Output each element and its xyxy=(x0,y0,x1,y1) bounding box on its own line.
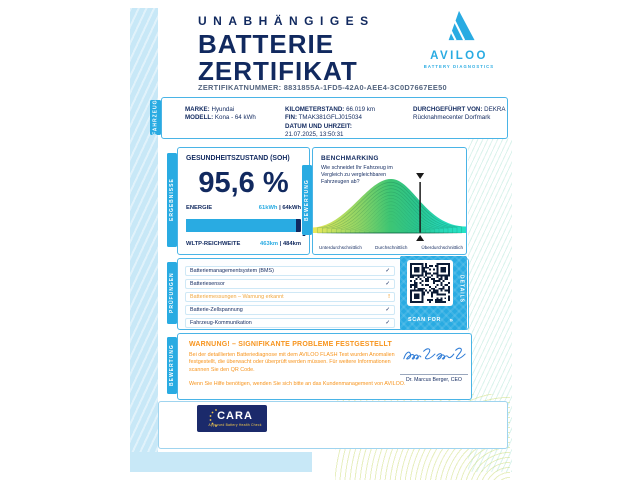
certificate-number-line: ZERTIFIKATNUMMER: 8831855A-1FD5-42A0-AEE… xyxy=(198,83,447,92)
durchgefuehrt-value: DEKRA xyxy=(484,106,506,113)
cara-subtitle: Approved Battery Health Check xyxy=(208,422,262,427)
document-title-line1: BATTERIE xyxy=(198,29,335,59)
wltp-total: 484km xyxy=(282,241,301,247)
certificate-number-label: ZERTIFIKATNUMMER: xyxy=(198,83,282,92)
certificate-number-value: 8831855A-1FD5-42A0-AEE4-3C0D7667EE50 xyxy=(283,83,447,92)
check-icon: ✓ xyxy=(385,268,390,274)
footer-box: CARA Approved Battery Health Check xyxy=(158,401,508,449)
cara-name: CARA xyxy=(217,409,253,422)
km-value: 66.019 km xyxy=(346,106,375,113)
energy-row: ENERGIE 61kWh | 64kWh xyxy=(186,205,301,211)
qr-details-label: DETAILS xyxy=(458,274,465,304)
tab-bewertung-benchmark: BEWERTUNG xyxy=(302,165,312,235)
fin-value: TMAK381GFLJ015034 xyxy=(298,114,362,122)
aviloo-tagline: BATTERY DIAGNOSTICS xyxy=(423,64,495,69)
check-row-communication: Fahrzeug-Kommunikation ✓ xyxy=(185,318,395,328)
datum-label: DATUM UND UHRZEIT: xyxy=(285,122,352,130)
warning-title: WARNUNG! – SIGNIFIKANTE PROBLEME FESTGES… xyxy=(189,341,392,348)
vehicle-col-tester: DURCHGEFÜHRT VON: DEKRA Rücknahmecenter … xyxy=(413,98,507,138)
check-row-measurements-warning: Batteriemessungen – Warnung erkannt ! xyxy=(185,292,395,302)
warning-body: Bei der detaillierten Batteriediagnose m… xyxy=(189,352,395,373)
energy-current: 61kWh xyxy=(258,205,278,211)
cara-logo: CARA Approved Battery Health Check xyxy=(197,405,267,432)
modell-value: Kona - 64 kWh xyxy=(214,114,256,122)
tab-pruefungen: PRÜFUNGEN xyxy=(167,262,177,324)
check-label: Fahrzeug-Kommunikation xyxy=(190,320,252,326)
check-label: Batterie-Zellspannung xyxy=(190,307,243,313)
check-icon: ✓ xyxy=(385,281,390,287)
warning-help-line: Wenn Sie Hilfe benötigen, wenden Sie sic… xyxy=(189,381,406,387)
signature-name: Dr. Marcus Berger, CEO xyxy=(406,377,462,383)
check-label: Batteriemessungen – Warnung erkannt xyxy=(190,294,284,300)
warning-box: WARNUNG! – SIGNIFIKANTE PROBLEME FESTGES… xyxy=(177,333,472,400)
datum-value: 21.07.2025, 13:50:31 xyxy=(285,131,344,139)
qr-code xyxy=(407,260,453,306)
benchmark-marker xyxy=(416,173,425,241)
soh-title: GESUNDHEITSZUSTAND (SOH) xyxy=(186,155,290,162)
document-title-line2: ZERTIFIKAT xyxy=(198,56,358,86)
signature-icon xyxy=(401,347,467,372)
tab-ergebnisse: ERGEBNISSE xyxy=(167,153,177,247)
aviloo-wordmark: AVILOO xyxy=(430,50,488,62)
energy-label: ENERGIE xyxy=(186,205,213,211)
axis-label-below-average: Unterdurchschnittlich xyxy=(319,245,362,250)
aviloo-logo-icon xyxy=(440,10,478,47)
cara-stars-icon xyxy=(207,407,221,435)
soh-box: GESUNDHEITSZUSTAND (SOH) 95,6 % ENERGIE … xyxy=(177,147,310,255)
fin-label: FIN: xyxy=(285,114,298,122)
wltp-values: 463km | 484km xyxy=(260,241,301,247)
check-row-bms: Batteriemanagementsystem (BMS) ✓ xyxy=(185,266,395,276)
check-label: Batteriemanagementsystem (BMS) xyxy=(190,268,274,274)
benchmark-question: Wie schneidet Ihr Fahrzeug im Vergleich … xyxy=(321,165,393,185)
header-kicker: UNABHÄNGIGES xyxy=(198,14,375,28)
energy-values: 61kWh | 64kWh xyxy=(258,205,301,211)
signature-rule xyxy=(400,374,468,375)
durchgefuehrt-label: DURCHGEFÜHRT VON: xyxy=(413,106,483,113)
wltp-label: WLTP-REICHWEITE xyxy=(186,241,241,247)
check-label: Batteriesensor xyxy=(190,281,225,287)
soh-value: 95,6 % xyxy=(198,167,289,199)
check-icon: ✓ xyxy=(385,307,390,313)
modell-label: MODELL: xyxy=(185,114,214,122)
left-accent-strip xyxy=(130,8,158,472)
energy-bar-fill xyxy=(186,219,296,232)
wltp-current: 463km xyxy=(260,241,279,247)
benchmark-curve-chart xyxy=(313,173,466,241)
benchmark-box: BENCHMARKING Wie schneidet Ihr Fahrzeug … xyxy=(312,147,467,255)
wltp-row: WLTP-REICHWEITE 463km | 484km xyxy=(186,241,301,247)
check-row-sensor: Batteriesensor ✓ xyxy=(185,279,395,289)
aviloo-logo: AVILOO BATTERY DIAGNOSTICS xyxy=(413,8,505,69)
marke-value: Hyundai xyxy=(211,106,235,113)
check-icon: ✓ xyxy=(385,320,390,326)
energy-total: 64kWh xyxy=(282,205,301,211)
qr-code-icon xyxy=(410,263,450,303)
tab-fahrzeug: FAHRZEUG xyxy=(150,100,161,135)
marke-label: MARKE: xyxy=(185,106,210,113)
qr-scan-label: SCAN FOR xyxy=(408,317,441,323)
axis-label-above-average: Überdurchschnittlich xyxy=(421,245,463,250)
bottom-accent-bar xyxy=(130,452,312,472)
axis-label-average: Durchschnittlich xyxy=(375,245,408,250)
qr-panel: SCAN FOR » DETAILS xyxy=(400,256,467,330)
km-label: KILOMETERSTAND: xyxy=(285,106,345,113)
tab-bewertung: BEWERTUNG xyxy=(167,337,177,394)
warning-icon: ! xyxy=(388,294,390,300)
vehicle-info-box: MARKE: Hyundai MODELL: Kona - 64 kWh KIL… xyxy=(161,97,508,139)
soh-progress-bar xyxy=(186,219,301,232)
check-row-cell-voltage: Batterie-Zellspannung ✓ xyxy=(185,305,395,315)
chevron-right-icon: » xyxy=(449,318,453,324)
vehicle-col-ids: KILOMETERSTAND: 66.019 km FIN: TMAK381GF… xyxy=(285,98,413,138)
vehicle-col-brand: MARKE: Hyundai MODELL: Kona - 64 kWh xyxy=(162,98,285,138)
durchgefuehrt-value2: Rücknahmecenter Dorfmark xyxy=(413,114,491,122)
benchmark-title: BENCHMARKING xyxy=(321,155,379,162)
signature-block: Dr. Marcus Berger, CEO xyxy=(400,342,468,383)
